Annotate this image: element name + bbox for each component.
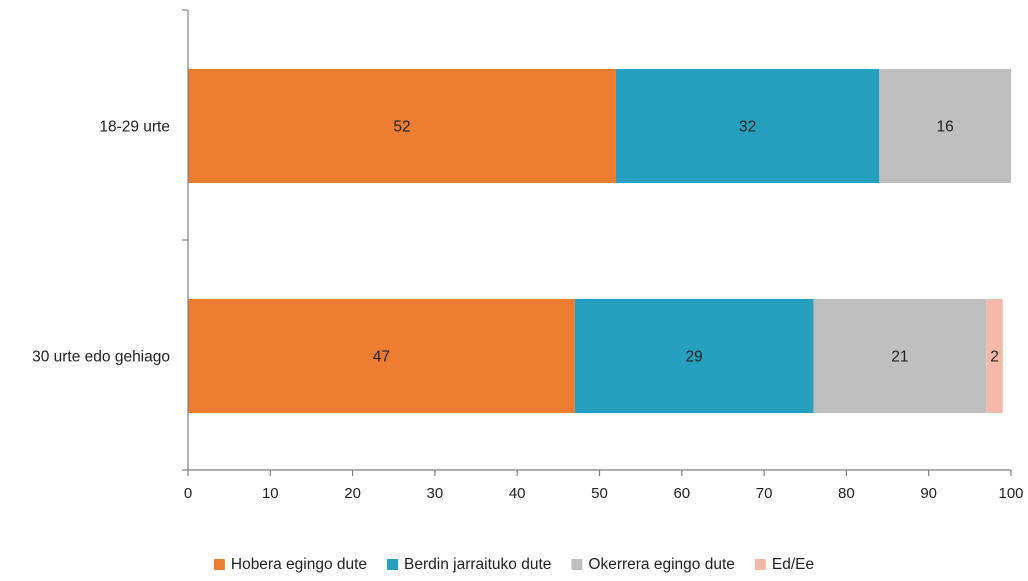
x-tick-label: 20 bbox=[344, 485, 361, 502]
legend-item: Berdin jarraituko dute bbox=[387, 556, 551, 573]
x-tick-label: 10 bbox=[262, 485, 279, 502]
bar-segment bbox=[188, 69, 616, 183]
x-tick-label: 50 bbox=[591, 485, 608, 502]
legend-item: Okerrera egingo dute bbox=[571, 556, 735, 573]
axes-layer: 18-29 urte 30 urte edo gehiago 0 10 20 30 40 50… bbox=[32, 9, 1024, 502]
legend-label: Ed/Ee bbox=[772, 556, 814, 573]
category-label: 18-29 urte bbox=[99, 119, 170, 136]
x-tick-label: 40 bbox=[509, 485, 526, 502]
data-labels-layer: 52 32 16 47 29 21 2 bbox=[373, 119, 999, 366]
legend-item: Hobera egingo dute bbox=[213, 556, 367, 573]
legend-item: Ed/Ee bbox=[754, 556, 814, 573]
legend-label: Hobera egingo dute bbox=[231, 556, 367, 573]
legend-swatch bbox=[213, 559, 225, 570]
data-label: 29 bbox=[686, 349, 703, 366]
bar-segment bbox=[615, 69, 880, 183]
x-tick-label: 30 bbox=[427, 485, 444, 502]
x-tick-label: 0 bbox=[184, 485, 192, 502]
x-tick-label: 70 bbox=[756, 485, 773, 502]
bar-segment bbox=[574, 299, 814, 413]
data-label: 52 bbox=[393, 119, 410, 136]
legend: Hobera egingo dute Berdin jarraituko dute… bbox=[213, 556, 814, 573]
legend-label: Berdin jarraituko dute bbox=[404, 556, 551, 573]
bar-segment bbox=[188, 299, 575, 413]
x-tick-label: 80 bbox=[838, 485, 855, 502]
data-label: 2 bbox=[990, 349, 999, 366]
bar-segment bbox=[986, 299, 1003, 413]
x-tick-label: 60 bbox=[673, 485, 690, 502]
category-label: 30 urte edo gehiago bbox=[32, 349, 170, 366]
x-tick-label: 90 bbox=[920, 485, 937, 502]
x-tick-label: 100 bbox=[998, 485, 1023, 502]
data-label: 16 bbox=[937, 119, 954, 136]
data-label: 21 bbox=[891, 349, 908, 366]
legend-label: Okerrera egingo dute bbox=[588, 556, 734, 573]
legend-swatch bbox=[754, 559, 766, 570]
bar-segment bbox=[813, 299, 987, 413]
legend-swatch bbox=[387, 559, 399, 570]
data-label: 32 bbox=[739, 119, 756, 136]
legend-swatch bbox=[571, 559, 583, 570]
bar-segment bbox=[879, 69, 1011, 183]
data-label: 47 bbox=[373, 349, 390, 366]
bars-layer bbox=[188, 69, 1011, 413]
